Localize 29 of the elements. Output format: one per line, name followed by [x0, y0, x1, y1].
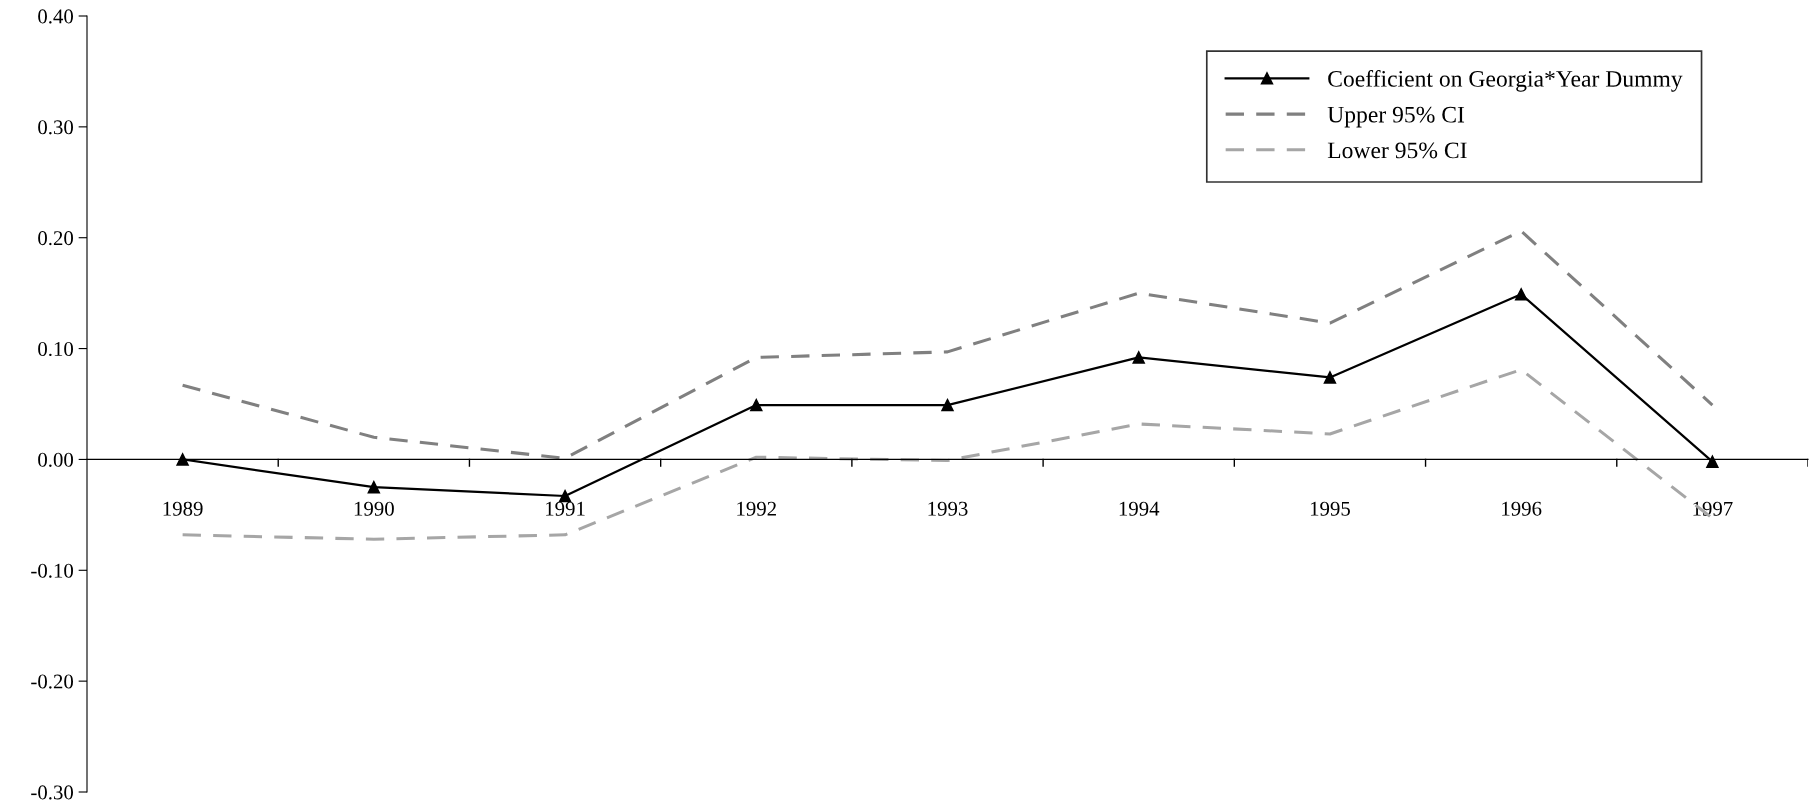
y-tick-label: 0.20 — [38, 231, 74, 246]
x-tick-label: 1990 — [354, 501, 394, 516]
y-tick-label: 0.00 — [38, 452, 74, 467]
x-tick-label: 1989 — [163, 501, 203, 516]
y-tick-label: -0.30 — [31, 785, 74, 800]
x-tick-label: 1993 — [928, 501, 968, 516]
point — [367, 480, 381, 494]
y-tick-label: 0.40 — [38, 9, 74, 24]
point — [1323, 371, 1337, 384]
y-tick-label: -0.20 — [31, 674, 74, 689]
legend-label: Lower 95% CI — [1327, 142, 1467, 159]
legend-label: Coefficient on Georgia*Year Dummy — [1328, 69, 1683, 92]
point — [1706, 455, 1719, 468]
x-tick-label: 1996 — [1502, 501, 1542, 516]
x-tick-label: 1992 — [737, 501, 776, 516]
point — [750, 398, 763, 412]
x-tick-label: 1997 — [1693, 501, 1733, 516]
line-series — [181, 229, 1714, 460]
x-tick-label: 1994 — [1119, 501, 1160, 516]
x-tick-label: 1991 — [546, 501, 585, 516]
y-tick-label: -0.10 — [31, 563, 74, 578]
x-tick-label: 1995 — [1310, 501, 1350, 516]
legend-label: Upper 95% CI — [1327, 106, 1465, 128]
y-tick-label: 0.30 — [38, 120, 74, 135]
point — [176, 453, 189, 466]
point — [941, 398, 954, 412]
point — [1132, 351, 1145, 364]
y-tick-label: 0.10 — [38, 341, 74, 357]
point — [1514, 288, 1528, 301]
